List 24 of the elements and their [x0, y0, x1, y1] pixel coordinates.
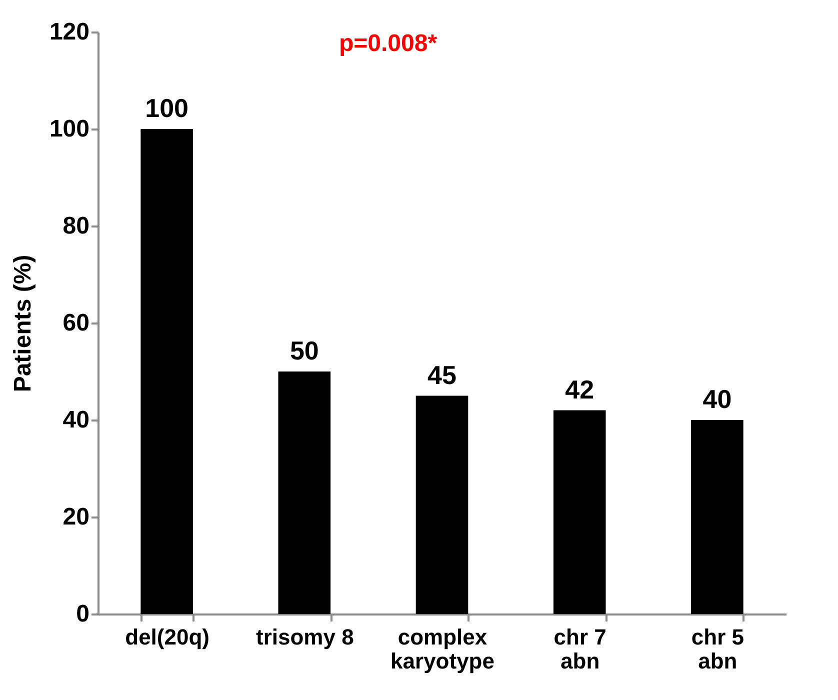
data-label: 50: [290, 336, 319, 366]
y-tick-label: 80: [62, 212, 90, 240]
x-tick-label: complex karyotype: [390, 624, 494, 674]
x-tick-label: trisomy 8: [256, 624, 354, 650]
x-tick-label: chr 7 abn: [554, 624, 606, 674]
y-tick-label: 120: [49, 18, 90, 46]
data-label: 40: [702, 384, 732, 414]
y-tick-label: 60: [62, 310, 90, 336]
x-tick-label: chr 5 abn: [691, 624, 744, 674]
x-tick-label: del(20q): [125, 624, 210, 650]
y-tick-label: 40: [62, 406, 90, 434]
y-tick-label: 20: [62, 504, 90, 530]
y-tick-label: 0: [76, 600, 90, 628]
bar: [140, 129, 193, 614]
bar: [416, 396, 468, 614]
annotation: p=0.008*: [338, 30, 438, 57]
data-label: 100: [145, 93, 188, 123]
bar: [691, 420, 744, 614]
data-label: 45: [428, 360, 456, 390]
bar: [278, 372, 331, 614]
bar: [553, 410, 606, 614]
data-label: 42: [565, 374, 594, 404]
y-tick-label: 100: [49, 116, 90, 142]
y-axis-title: Patients (%): [9, 254, 36, 392]
